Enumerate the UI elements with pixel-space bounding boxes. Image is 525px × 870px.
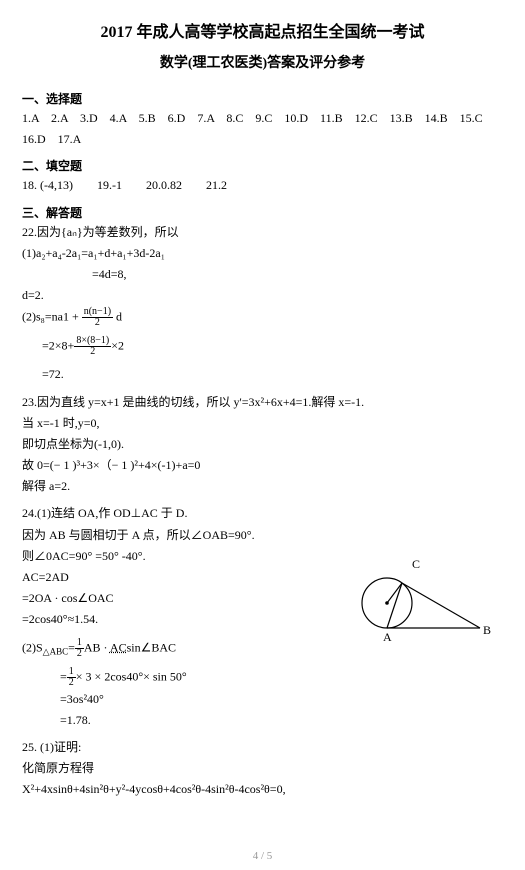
- q24-line-h: =12× 3 × 2cos40°× sin 50°: [22, 667, 503, 688]
- q22-line-e: (2)s₈=na1 + n(n−1)2 d: [22, 307, 503, 328]
- q24g-pre: (2)S: [22, 640, 43, 654]
- multiple-choice-row-2: 16.D 17.A: [22, 130, 503, 149]
- q22-line-b: (1)a₂+a₄-2a₁=a₁+d+a₁+3d-2a₁: [22, 244, 503, 263]
- q24h-pre: =: [60, 669, 67, 683]
- section-1-heading: 一、选择题: [22, 90, 503, 107]
- q23-line-c: 即切点坐标为(-1,0).: [22, 435, 503, 454]
- q23-line-d: 故 0=(− 1 )³+3×（− 1 )²+4×(-1)+a=0: [22, 456, 503, 475]
- q24g-mid1: =: [68, 640, 75, 654]
- q25-line-a: 25. (1)证明:: [22, 738, 503, 757]
- q22-line-a: 22.因为{aₙ}为等差数列，所以: [22, 223, 503, 242]
- geometry-figure: C A B: [355, 548, 495, 643]
- fill-blank-answers: 18. (-4,13) 19.-1 20.0.82 21.2: [22, 176, 503, 195]
- fraction-2: 8×(8−1)2: [74, 336, 111, 357]
- q24-line-j: =1.78.: [22, 711, 503, 730]
- q24-line-b: 因为 AB 与圆相切于 A 点，所以∠OAB=90°.: [22, 526, 503, 545]
- q24g-mid2: AB ·: [84, 640, 110, 654]
- q22e-post: d: [113, 310, 122, 324]
- q23-line-b: 当 x=-1 时,y=0,: [22, 414, 503, 433]
- q22e-pre: (2)s₈=na1 +: [22, 310, 82, 324]
- page-footer: 4 / 5: [0, 850, 525, 862]
- q22f-pre: =2×8+: [42, 339, 74, 353]
- q24g-ac: AC: [110, 640, 127, 654]
- q25-line-b: 化简原方程得: [22, 759, 503, 778]
- label-a: A: [383, 630, 392, 643]
- q24g-sub: △ABC: [43, 646, 68, 656]
- label-c: C: [412, 557, 420, 571]
- q22-line-g: =72.: [22, 365, 503, 384]
- q25-line-c: X²+4xsinθ+4sin²θ+y²-4ycosθ+4cos²θ-4sin²θ…: [22, 780, 503, 799]
- q22-line-d: d=2.: [22, 286, 503, 305]
- subtitle: 数学(理工农医类)答案及评分参考: [22, 52, 503, 72]
- q23-line-a: 23.因为直线 y=x+1 是曲线的切线，所以 y'=3x²+6x+4=1.解得…: [22, 393, 503, 412]
- q24g-post: sin∠BAC: [127, 640, 176, 654]
- q23-line-e: 解得 a=2.: [22, 477, 503, 496]
- q24-line-a: 24.(1)连结 OA,作 OD⊥AC 于 D.: [22, 504, 503, 523]
- multiple-choice-row-1: 1.A 2.A 3.D 4.A 5.B 6.D 7.A 8.C 9.C 10.D…: [22, 109, 503, 128]
- section-3-heading: 三、解答题: [22, 204, 503, 221]
- section-2-heading: 二、填空题: [22, 157, 503, 174]
- fraction-4: 12: [67, 667, 76, 688]
- q22-line-f: =2×8+8×(8−1)2×2: [22, 336, 503, 357]
- fraction-3: 12: [75, 638, 84, 659]
- label-b: B: [483, 623, 491, 637]
- q22f-post: ×2: [111, 339, 124, 353]
- q24h-post: × 3 × 2cos40°× sin 50°: [76, 669, 187, 683]
- fraction-1: n(n−1)2: [82, 307, 113, 328]
- main-title: 2017 年成人高等学校高起点招生全国统一考试: [22, 18, 503, 42]
- q22-line-c: =4d=8,: [22, 265, 503, 284]
- q24-line-i: =3os²40°: [22, 690, 503, 709]
